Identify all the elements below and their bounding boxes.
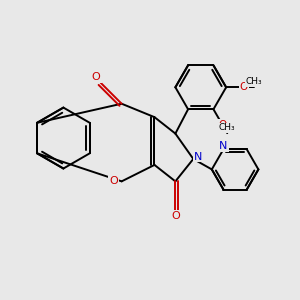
Text: O: O	[240, 82, 248, 92]
Text: O: O	[171, 211, 180, 221]
Text: O: O	[92, 72, 100, 82]
Text: O: O	[109, 176, 118, 186]
Text: O: O	[218, 120, 226, 130]
Text: CH₃: CH₃	[219, 123, 236, 132]
Text: N: N	[194, 152, 202, 162]
Text: N: N	[219, 141, 228, 151]
Text: CH₃: CH₃	[245, 77, 262, 86]
